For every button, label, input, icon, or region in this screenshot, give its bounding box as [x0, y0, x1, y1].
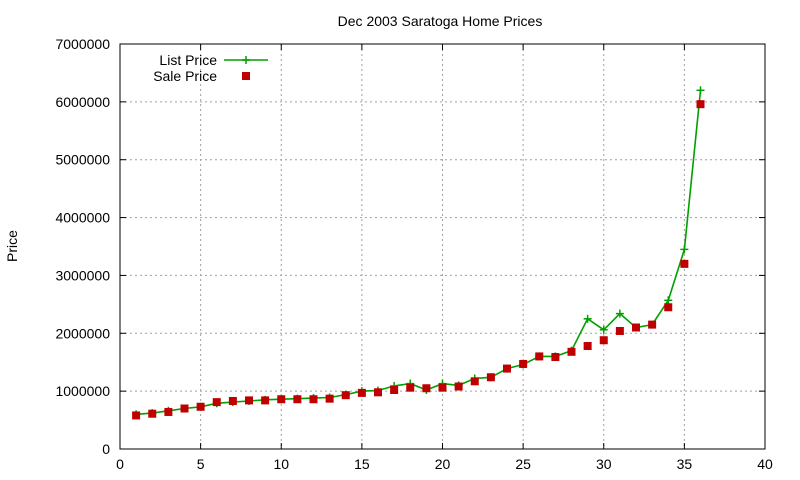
sale-price-point: [293, 395, 302, 404]
sale-price-point: [196, 402, 205, 411]
x-tick-label: 0: [116, 456, 124, 472]
sale-price-point: [341, 391, 350, 400]
sale-price-point: [164, 407, 173, 416]
sale-price-point: [470, 377, 479, 386]
sale-price-point: [245, 396, 253, 405]
x-tick-label: 15: [354, 456, 370, 472]
list-price-point: [664, 296, 673, 305]
list-price-point: [696, 86, 705, 95]
x-tick-label: 40: [757, 456, 773, 472]
legend-square-swatch: [242, 72, 250, 80]
sale-price-point: [696, 100, 705, 109]
sale-price-point: [599, 336, 608, 345]
sale-price-point: [406, 383, 415, 392]
sale-price-point: [535, 352, 544, 361]
sale-price-point: [422, 384, 431, 393]
y-tick-label: 2000000: [55, 325, 110, 341]
list-price-point: [615, 309, 624, 318]
legend-label: List Price: [159, 52, 217, 68]
sale-price-point: [680, 259, 689, 268]
sale-price-point: [648, 320, 657, 329]
x-tick-label: 30: [596, 456, 612, 472]
sale-price-point: [390, 385, 399, 394]
sale-price-point: [486, 373, 495, 382]
list-price-point: [583, 314, 592, 323]
sale-price-point: [261, 396, 270, 405]
legend-label: Sale Price: [153, 68, 217, 84]
sale-price-point: [228, 396, 237, 405]
sale-price-point: [583, 342, 592, 351]
sale-price-point: [277, 395, 286, 404]
sale-price-point: [132, 411, 141, 420]
sale-price-point: [664, 303, 673, 312]
x-tick-label: 35: [677, 456, 693, 472]
x-tick-label: 10: [273, 456, 289, 472]
sale-price-point: [309, 395, 318, 404]
y-tick-label: 6000000: [55, 94, 110, 110]
sale-price-point: [148, 409, 157, 418]
series-marks: [132, 86, 705, 420]
sale-price-point: [325, 394, 334, 403]
legend-plus-swatch: [242, 56, 250, 64]
x-tick-label: 25: [515, 456, 531, 472]
y-tick-label: 3000000: [55, 267, 110, 283]
axis-ticks: 0 5 10 15 20 25 30 35 40 0 1000000 2000000 3000000 40…: [55, 36, 773, 472]
y-tick-label: 5000000: [55, 152, 110, 168]
y-tick-label: 1000000: [55, 383, 110, 399]
list-price-line: [136, 90, 702, 416]
sale-price-point: [615, 326, 624, 335]
plot-frame: [119, 43, 766, 450]
sale-price-point: [519, 359, 528, 368]
sale-price-point: [438, 383, 447, 392]
sale-price-point: [212, 398, 221, 407]
sale-price-point: [567, 347, 576, 356]
list-price-point: [680, 245, 689, 254]
sale-price-point: [180, 404, 189, 413]
sale-price-point: [551, 353, 560, 362]
sale-price-point: [632, 323, 640, 332]
sale-price-point: [357, 388, 366, 397]
x-tick-label: 5: [197, 456, 205, 472]
x-tick-label: 20: [435, 456, 451, 472]
y-axis-label: Price: [4, 230, 20, 262]
y-tick-label: 4000000: [55, 210, 110, 226]
sale-price-point: [374, 388, 382, 397]
chart-title: Dec 2003 Saratoga Home Prices: [338, 13, 543, 29]
list-price-point: [599, 325, 608, 334]
y-tick-label: 7000000: [55, 36, 110, 52]
y-tick-label: 0: [102, 441, 110, 457]
sale-price-point: [454, 382, 463, 391]
sale-price-point: [503, 364, 511, 373]
